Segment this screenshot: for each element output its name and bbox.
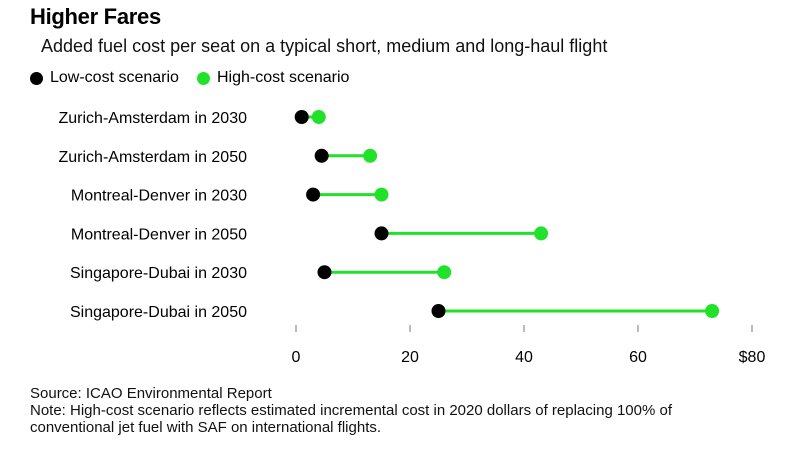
legend-high-label: High-cost scenario	[216, 69, 350, 86]
x-tick-label: 0	[292, 349, 301, 366]
note-line-1: Note: High-cost scenario reflects estima…	[30, 402, 672, 419]
source-note: Source: ICAO Environmental Report	[30, 385, 272, 402]
legend-low-dot-icon	[30, 71, 43, 85]
legend-low-label: Low-cost scenario	[50, 69, 179, 86]
category-label: Singapore-Dubai in 2030	[70, 265, 247, 282]
high-cost-point	[437, 265, 452, 280]
chart-title: Higher Fares	[30, 4, 161, 29]
high-cost-point	[363, 148, 378, 163]
legend-high-dot-icon	[196, 71, 210, 85]
category-label: Montreal-Denver in 2030	[71, 188, 247, 205]
x-tick-label: 40	[515, 349, 533, 366]
dumbbell-chart: Zurich-Amsterdam in 2030 Zurich-Amsterdam…	[58, 110, 766, 366]
legend-item-low: Low-cost scenario	[30, 69, 179, 87]
high-cost-point	[374, 187, 389, 202]
category-label: Singapore-Dubai in 2050	[70, 304, 247, 321]
x-tick-label: 60	[629, 349, 647, 366]
low-cost-point	[314, 148, 329, 163]
high-cost-point	[311, 110, 326, 124]
low-cost-point	[431, 304, 446, 318]
category-label: Zurich-Amsterdam in 2050	[58, 149, 247, 166]
category-label: Montreal-Denver in 2050	[71, 226, 247, 243]
low-cost-point	[317, 265, 332, 280]
category-label: Zurich-Amsterdam in 2030	[58, 110, 247, 127]
high-cost-point	[705, 304, 720, 318]
x-tick-label: 20	[401, 349, 419, 366]
low-cost-point	[294, 110, 309, 124]
high-cost-point	[534, 226, 549, 241]
note-line-2: conventional jet fuel with SAF on intern…	[30, 419, 382, 436]
chart-footer: Source: ICAO Environmental Report Note: …	[30, 385, 790, 436]
legend-item-high: High-cost scenario	[196, 69, 350, 87]
x-tick-label: $80	[739, 349, 766, 366]
chart-subtitle: Added fuel cost per seat on a typical sh…	[41, 36, 608, 56]
chart-legend: Low-cost scenario High-cost scenario	[30, 69, 367, 87]
low-cost-point	[374, 226, 389, 241]
low-cost-point	[306, 187, 321, 202]
